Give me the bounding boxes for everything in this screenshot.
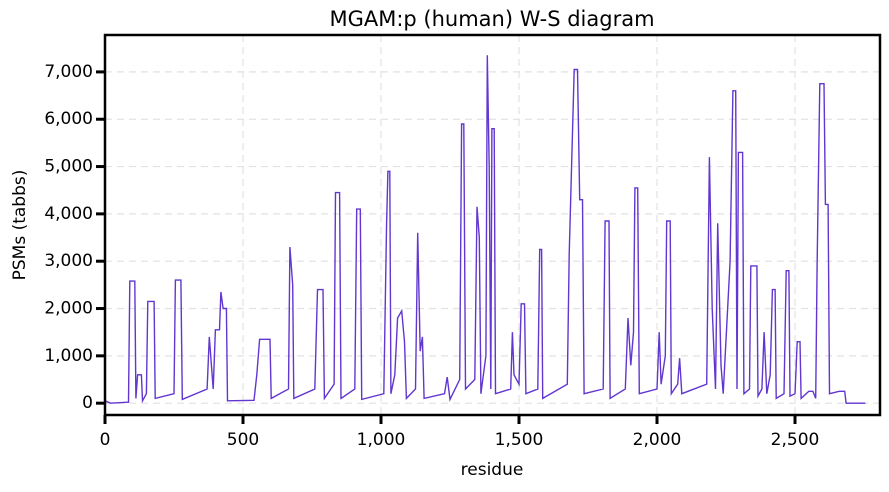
y-tick-label: 7,000: [44, 62, 93, 82]
x-tick-label: 2,500: [771, 430, 820, 450]
y-tick-label: 5,000: [44, 157, 93, 177]
y-tick-label: 2,000: [44, 299, 93, 319]
x-axis-label: residue: [461, 460, 524, 480]
plot-frame: [103, 33, 882, 417]
y-tick-label: 4,000: [44, 204, 93, 224]
x-tick-label: 1,500: [495, 430, 544, 450]
data-line: [104, 55, 866, 404]
x-tick-label: 0: [100, 430, 111, 450]
x-tick-label: 500: [227, 430, 259, 450]
y-tick-label: 1,000: [44, 346, 93, 366]
y-axis-label: PSMs (tabbs): [10, 170, 30, 281]
y-tick-label: 6,000: [44, 109, 93, 129]
x-tick-label: 2,000: [633, 430, 682, 450]
y-tick-label: 3,000: [44, 251, 93, 271]
x-tick-label: 1,000: [357, 430, 406, 450]
chart-title: MGAM:p (human) W-S diagram: [329, 7, 654, 31]
y-tick-label: 0: [82, 393, 93, 413]
